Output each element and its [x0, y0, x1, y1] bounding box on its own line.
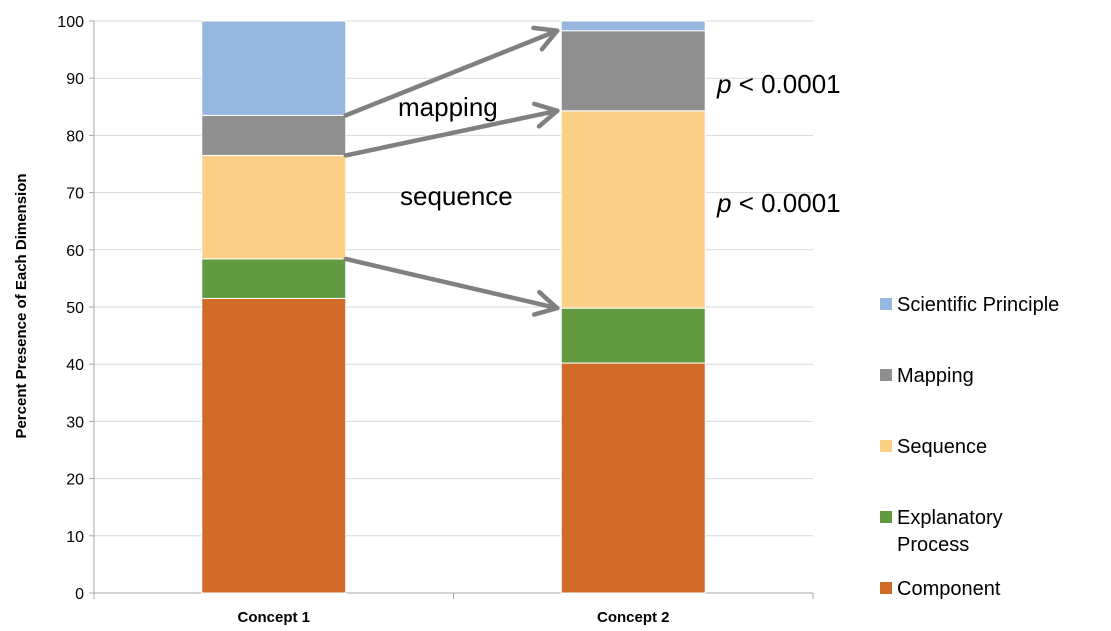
legend-label: Mapping — [897, 365, 974, 387]
legend-swatch — [880, 582, 892, 594]
bar-segment-mapping — [560, 30, 706, 112]
comparison-arrow — [343, 101, 560, 158]
bar-segment-mapping — [201, 114, 347, 156]
arrows — [343, 25, 560, 317]
x-category-label: Concept 1 — [237, 609, 310, 626]
bar-segment-component — [560, 362, 706, 594]
y-tick-label: 20 — [66, 472, 84, 489]
bar-segment-scientific-principle — [201, 20, 347, 116]
bar-segment-component — [201, 297, 347, 594]
y-tick-label: 70 — [66, 186, 84, 203]
legend-label: Component — [897, 578, 1001, 600]
bar-segment-sequence — [201, 154, 347, 260]
mapping-annotation: mapping — [398, 92, 498, 122]
annotations: mapping sequence p < 0.0001 p < 0.0001 — [398, 69, 841, 218]
y-tick-label: 80 — [66, 128, 84, 145]
legend-item: Mapping — [880, 365, 974, 387]
bar-segment-sequence — [560, 110, 706, 309]
bar-segment-scientific-principle — [560, 20, 706, 32]
y-tick-label: 30 — [66, 414, 84, 431]
axes: 0 10 20 30 40 50 60 70 80 90 100 Concept 1 Concept 2 — [57, 14, 814, 626]
legend-swatch — [880, 369, 892, 381]
sequence-annotation: sequence — [400, 181, 513, 211]
y-tick-label: 100 — [57, 14, 84, 31]
legend-label: Explanatory Process — [897, 507, 1003, 556]
comparison-arrow — [343, 256, 560, 317]
x-category-label: Concept 2 — [597, 609, 670, 626]
y-tick-label: 0 — [75, 586, 84, 603]
y-tick-label: 60 — [66, 243, 84, 260]
legend-swatch — [880, 298, 892, 310]
legend-item: Explanatory Process — [880, 507, 1003, 556]
legend-swatch — [880, 440, 892, 452]
comparison-arrow — [343, 25, 560, 118]
legend: Scientific Principle Mapping Sequence Expla… — [880, 294, 1059, 600]
p-value-mapping: p < 0.0001 — [716, 69, 841, 99]
legend-item: Sequence — [880, 436, 987, 458]
p-value-sequence: p < 0.0001 — [716, 188, 841, 218]
bar-segment-explanatory-process — [201, 258, 347, 299]
bars — [201, 20, 706, 594]
y-tick-label: 90 — [66, 71, 84, 88]
legend-item: Scientific Principle — [880, 294, 1059, 316]
y-tick-label: 50 — [66, 300, 84, 317]
y-axis-label: Percent Presence of Each Dimension — [13, 173, 30, 438]
legend-label: Sequence — [897, 436, 987, 458]
y-tick-label: 40 — [66, 357, 84, 374]
legend-swatch — [880, 511, 892, 523]
y-tick-label: 10 — [66, 529, 84, 546]
bar-segment-explanatory-process — [560, 307, 706, 364]
legend-label: Scientific Principle — [897, 294, 1059, 316]
legend-item: Component — [880, 578, 1001, 600]
